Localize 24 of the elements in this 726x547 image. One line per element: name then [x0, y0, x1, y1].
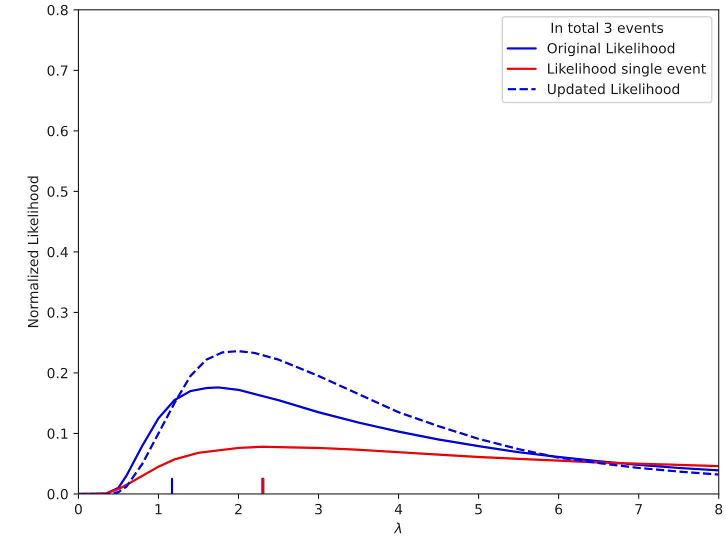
- y-tick-label: 0.8: [48, 4, 68, 16]
- x-tick-label: 7: [635, 504, 642, 514]
- legend-title: In total 3 events: [552, 22, 664, 34]
- legend-label: Likelihood single event: [548, 63, 706, 77]
- legend-label: Original Likelihood: [548, 42, 674, 56]
- y-tick-label: 0.5: [48, 186, 68, 197]
- y-tick-label: 0.0: [48, 488, 68, 500]
- y-tick-label: 0.6: [48, 126, 68, 136]
- x-tick-label: 3: [315, 504, 322, 514]
- x-axis-title: λ: [394, 522, 402, 534]
- y-tick-label: 0.3: [48, 307, 68, 318]
- x-tick-label: 8: [715, 504, 722, 514]
- y-tick-label: 0.2: [48, 368, 68, 378]
- x-tick-label: 5: [475, 504, 482, 514]
- x-tick-label: 0: [74, 504, 82, 514]
- x-tick-label: 2: [235, 504, 242, 514]
- y-tick-label: 0.1: [48, 428, 68, 439]
- y-axis-title: Normalized Likelihood: [28, 176, 38, 328]
- x-tick-label: 6: [555, 504, 562, 514]
- x-tick-label: 4: [394, 504, 402, 514]
- y-tick-label: 0.7: [48, 65, 68, 76]
- x-tick-label: 1: [156, 504, 162, 514]
- legend-label: Updated Likelihood: [548, 84, 679, 97]
- y-tick-label: 0.4: [48, 246, 68, 258]
